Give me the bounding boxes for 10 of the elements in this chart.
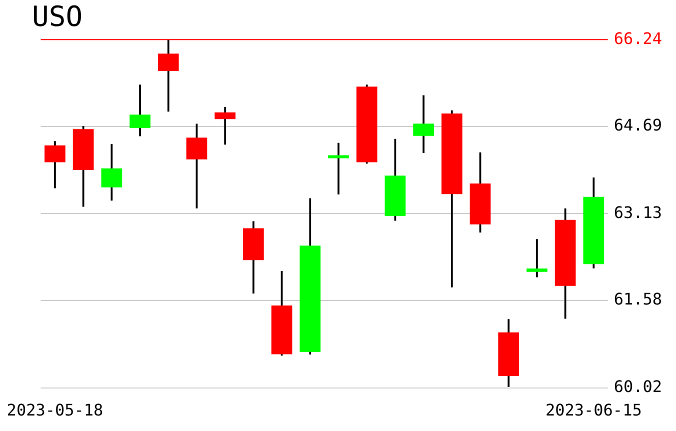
x-tick-label: 2023-06-15 <box>545 400 642 420</box>
ref-line-label: 66.24 <box>614 28 662 48</box>
y-tick-label: 60.02 <box>614 376 662 396</box>
candlestick <box>328 142 349 194</box>
y-tick-label: 63.13 <box>614 202 662 222</box>
x-tick-label: 2023-05-18 <box>6 400 104 420</box>
y-tick-label: 64.69 <box>614 116 662 135</box>
candlestick <box>526 239 548 278</box>
y-tick-label: 61.58 <box>614 290 662 309</box>
chart-title: USO <box>32 0 83 34</box>
